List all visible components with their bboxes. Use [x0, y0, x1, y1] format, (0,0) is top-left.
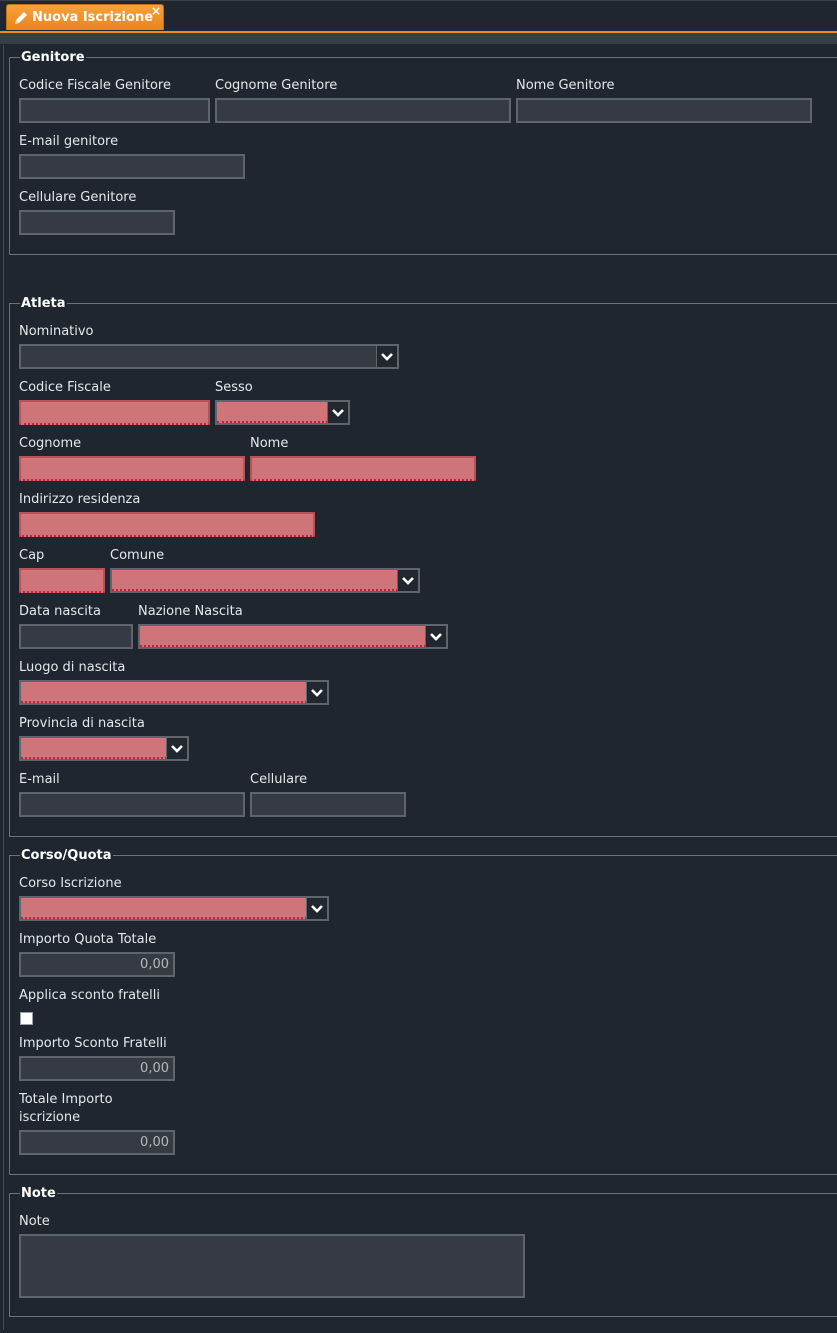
tab-bar: Nuova Iscrizione × — [0, 0, 837, 33]
corso-iscrizione-dropdown-button[interactable] — [306, 898, 327, 919]
corso-iscrizione-select[interactable] — [19, 896, 329, 921]
form-container: Genitore Atleta Corso/Quota Note — [3, 45, 837, 1330]
nazione-nascita-select[interactable] — [138, 624, 448, 649]
luogo-nascita-select[interactable] — [19, 680, 329, 705]
comune-dropdown-button[interactable] — [397, 570, 418, 591]
cap-input[interactable] — [19, 568, 105, 593]
nominativo-label: Nominativo — [19, 324, 94, 339]
email-atleta-label: E-mail — [19, 772, 60, 787]
email-atleta-input[interactable] — [19, 792, 245, 817]
importo-sconto-fratelli-input[interactable]: 0,00 — [19, 1056, 175, 1081]
importo-sconto-fratelli-label: Importo Sconto Fratelli — [19, 1036, 167, 1051]
legend-note: Note — [21, 1186, 56, 1201]
cognome-genitore-input[interactable] — [215, 98, 511, 123]
provincia-nascita-dropdown-button[interactable] — [166, 738, 187, 759]
cellulare-atleta-input[interactable] — [250, 792, 406, 817]
data-nascita-input[interactable] — [19, 624, 133, 649]
cellulare-atleta-label: Cellulare — [250, 772, 308, 787]
chevron-down-icon — [332, 408, 344, 417]
chevron-down-icon — [430, 632, 442, 641]
cognome-genitore-label: Cognome Genitore — [215, 78, 338, 93]
comune-label: Comune — [110, 548, 165, 563]
provincia-nascita-select[interactable] — [19, 736, 189, 761]
fieldset-atleta: Atleta — [9, 296, 837, 837]
codice-fiscale-input[interactable] — [19, 400, 210, 425]
provincia-nascita-field[interactable] — [21, 738, 167, 759]
luogo-nascita-dropdown-button[interactable] — [306, 682, 327, 703]
sesso-dropdown-button[interactable] — [327, 402, 348, 423]
corso-iscrizione-field[interactable] — [21, 898, 307, 919]
data-nascita-label: Data nascita — [19, 604, 101, 619]
nome-label: Nome — [250, 436, 289, 451]
note-label: Note — [19, 1214, 50, 1229]
comune-field[interactable] — [112, 570, 398, 591]
cognome-input[interactable] — [19, 456, 245, 481]
fieldset-corso-quota: Corso/Quota — [9, 848, 837, 1175]
nazione-nascita-dropdown-button[interactable] — [425, 626, 446, 647]
nome-genitore-input[interactable] — [516, 98, 812, 123]
provincia-nascita-label: Provincia di nascita — [19, 716, 145, 731]
nominativo-select[interactable] — [19, 344, 399, 369]
chevron-down-icon — [311, 688, 323, 697]
note-textarea[interactable] — [19, 1234, 525, 1298]
luogo-nascita-label: Luogo di nascita — [19, 660, 126, 675]
chevron-down-icon — [381, 352, 393, 361]
cognome-label: Cognome — [19, 436, 82, 451]
nazione-nascita-label: Nazione Nascita — [138, 604, 243, 619]
legend-genitore: Genitore — [21, 50, 85, 65]
sesso-field[interactable] — [217, 402, 328, 423]
luogo-nascita-field[interactable] — [21, 682, 307, 703]
sesso-label: Sesso — [215, 380, 253, 395]
indirizzo-residenza-label: Indirizzo residenza — [19, 492, 141, 507]
chevron-down-icon — [171, 744, 183, 753]
legend-corso-quota: Corso/Quota — [21, 848, 112, 863]
codice-fiscale-genitore-input[interactable] — [19, 98, 210, 123]
nazione-nascita-field[interactable] — [140, 626, 426, 647]
close-icon[interactable]: × — [150, 4, 161, 18]
applica-sconto-fratelli-label: Applica sconto fratelli — [19, 988, 160, 1003]
indirizzo-residenza-input[interactable] — [19, 512, 315, 537]
cellulare-genitore-label: Cellulare Genitore — [19, 190, 137, 205]
email-genitore-label: E-mail genitore — [19, 134, 119, 149]
tab-nuova-iscrizione[interactable]: Nuova Iscrizione × — [6, 4, 164, 30]
importo-quota-totale-input[interactable]: 0,00 — [19, 952, 175, 977]
totale-importo-iscrizione-label: Totale Importo iscrizione — [19, 1092, 113, 1125]
importo-quota-totale-label: Importo Quota Totale — [19, 932, 157, 947]
totale-importo-iscrizione-input[interactable]: 0,00 — [19, 1130, 175, 1155]
codice-fiscale-genitore-label: Codice Fiscale Genitore — [19, 78, 171, 93]
nominativo-field[interactable] — [21, 346, 377, 367]
fieldset-note: Note — [9, 1186, 837, 1317]
applica-sconto-fratelli-checkbox[interactable] — [20, 1012, 33, 1025]
cap-label: Cap — [19, 548, 45, 563]
chevron-down-icon — [311, 904, 323, 913]
codice-fiscale-label: Codice Fiscale — [19, 380, 111, 395]
tab-title: Nuova Iscrizione — [32, 10, 154, 25]
corso-iscrizione-label: Corso Iscrizione — [19, 876, 122, 891]
comune-select[interactable] — [110, 568, 420, 593]
toolbar-strip — [0, 33, 837, 44]
email-genitore-input[interactable] — [19, 154, 245, 179]
fieldset-genitore: Genitore — [9, 50, 837, 255]
nome-input[interactable] — [250, 456, 476, 481]
nome-genitore-label: Nome Genitore — [516, 78, 615, 93]
sesso-select[interactable] — [215, 400, 350, 425]
cellulare-genitore-input[interactable] — [19, 210, 175, 235]
nominativo-dropdown-button[interactable] — [376, 346, 397, 367]
pencil-icon — [15, 11, 27, 24]
legend-atleta: Atleta — [21, 296, 66, 311]
chevron-down-icon — [402, 576, 414, 585]
